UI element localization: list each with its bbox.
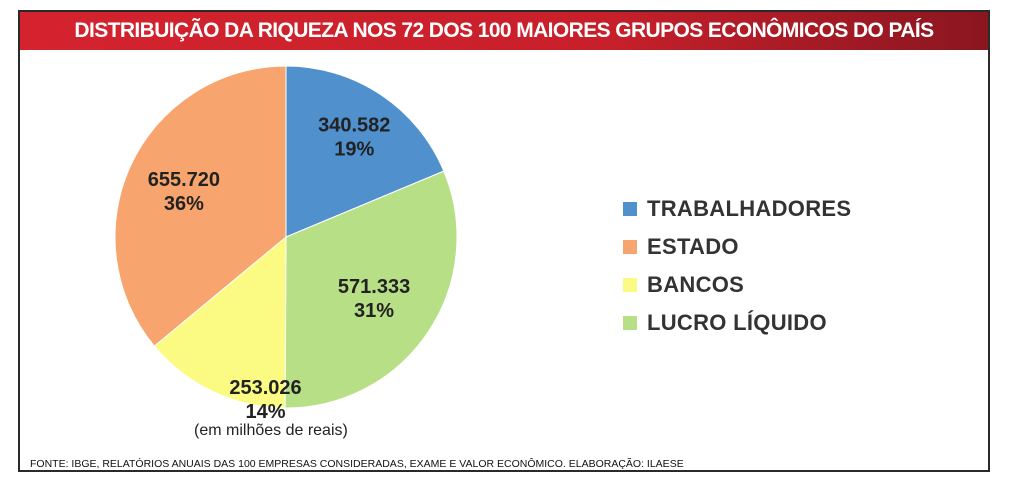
- slice-value-label: 571.333: [338, 276, 410, 298]
- legend-item-trabalhadores: TRABALHADORES: [623, 190, 851, 228]
- pie-slice-estado: [114, 65, 287, 347]
- legend-label: TRABALHADORES: [647, 196, 852, 221]
- unit-note: (em milhões de reais): [194, 422, 348, 439]
- pie-slice-lucro-l-quido: [284, 170, 458, 409]
- chart-title: DISTRIBUIÇÃO DA RIQUEZA NOS 72 DOS 100 M…: [74, 19, 934, 42]
- legend-item-bancos: BANCOS: [623, 266, 851, 304]
- slice-percent-label: 19%: [334, 139, 374, 161]
- pie-slice-bancos: [153, 235, 287, 409]
- legend-swatch: [623, 278, 637, 292]
- source-note: FONTE: IBGE, RELATÓRIOS ANUAIS DAS 100 E…: [30, 458, 684, 470]
- legend-swatch: [623, 202, 637, 216]
- title-bar: [20, 12, 988, 50]
- legend-label: ESTADO: [647, 234, 739, 259]
- slice-value-label: 340.582: [318, 115, 390, 137]
- slice-value-label: 253.026: [229, 377, 301, 399]
- legend-item-estado: ESTADO: [623, 228, 851, 266]
- legend-label: BANCOS: [647, 272, 745, 297]
- slice-value-label: 655.720: [148, 169, 220, 191]
- legend-swatch: [623, 240, 637, 254]
- slice-percent-label: 36%: [164, 193, 204, 215]
- legend: TRABALHADORES ESTADO BANCOS LUCRO LÍQUIDO: [623, 190, 851, 342]
- legend-swatch: [623, 316, 637, 330]
- pie-slice-trabalhadores: [285, 65, 445, 238]
- legend-item-lucro-l-quido: LUCRO LÍQUIDO: [623, 304, 851, 342]
- legend-label: LUCRO LÍQUIDO: [647, 310, 827, 335]
- slice-percent-label: 31%: [354, 300, 394, 322]
- slice-percent-label: 14%: [246, 401, 286, 423]
